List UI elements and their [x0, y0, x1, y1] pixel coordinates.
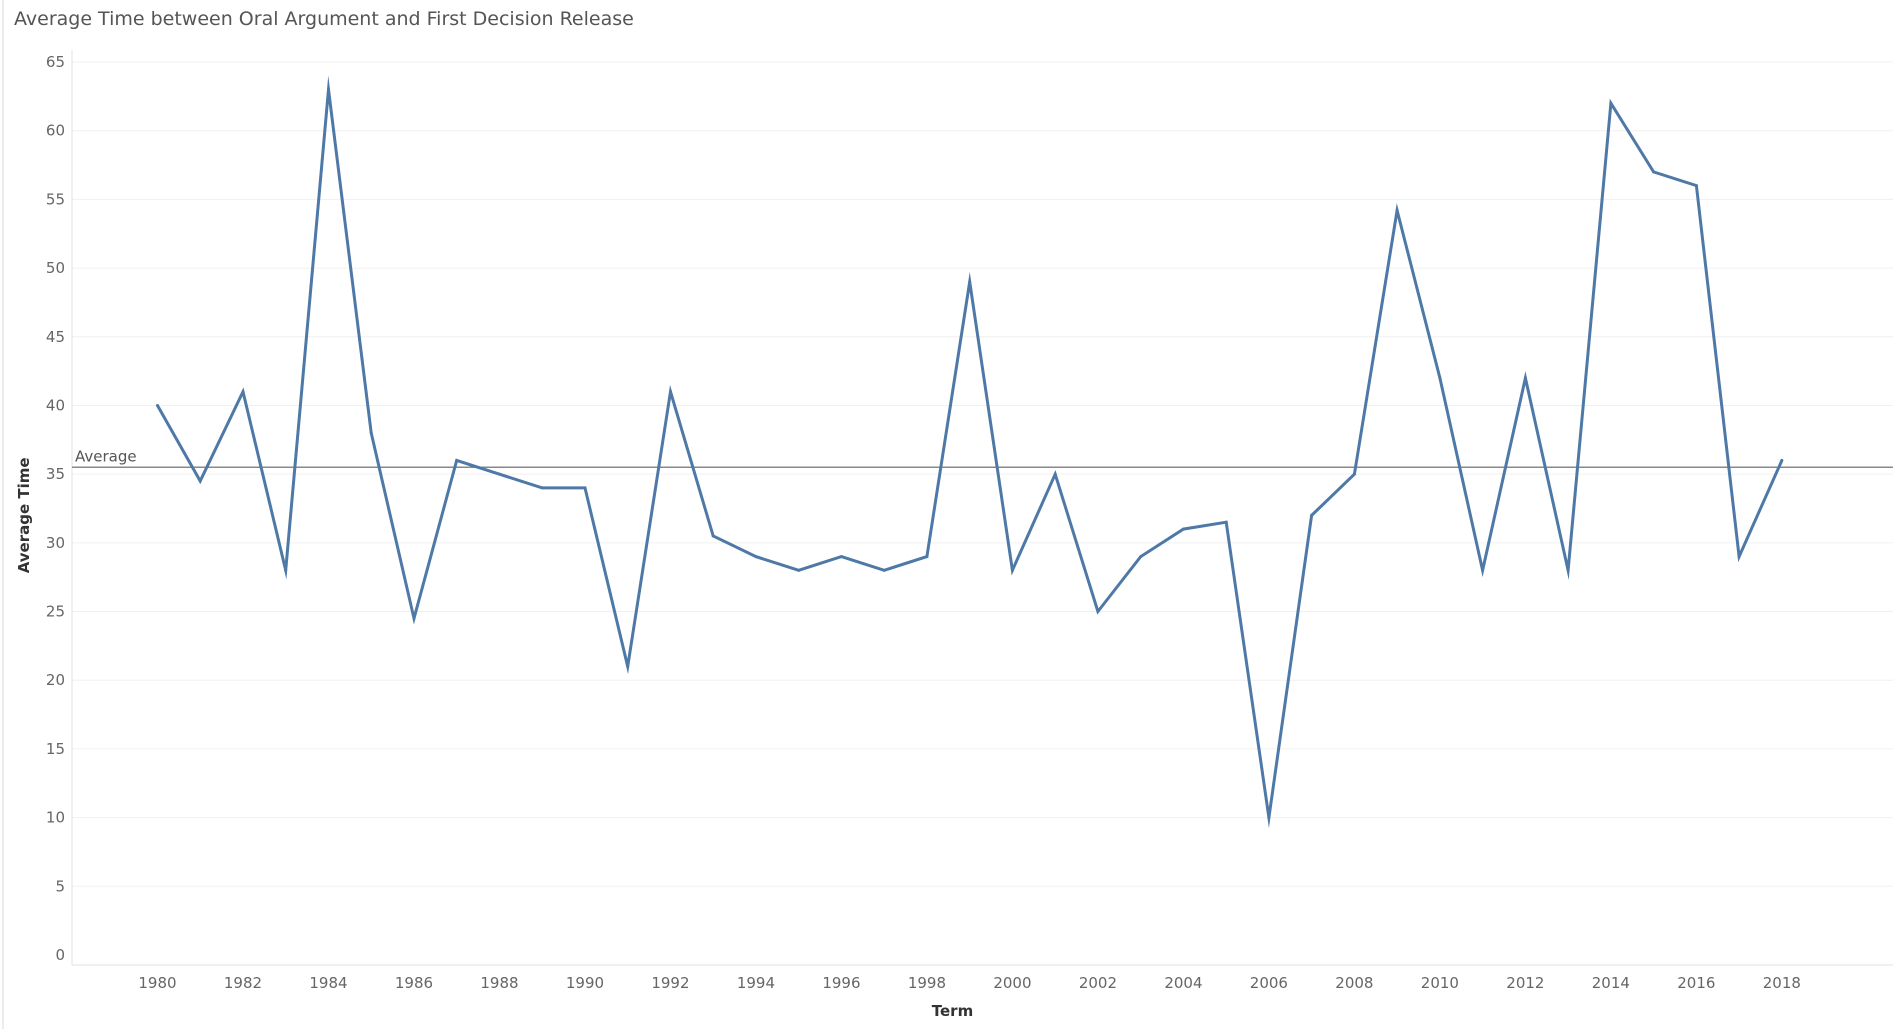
- data-point-1984: [326, 87, 330, 91]
- data-point-1998: [925, 555, 929, 559]
- reference-line-group: Average: [72, 447, 1893, 469]
- data-point-1986: [412, 616, 416, 620]
- data-point-1994: [754, 555, 758, 559]
- average-reference-label: Average: [75, 447, 137, 465]
- data-point-2001: [1053, 472, 1057, 476]
- data-point-1992: [668, 390, 672, 394]
- x-tick-label-2016: 2016: [1677, 974, 1715, 992]
- x-tick-label-2006: 2006: [1250, 974, 1288, 992]
- data-point-2011: [1481, 568, 1485, 572]
- data-point-1980: [155, 403, 159, 407]
- series-layer: [155, 75, 1784, 829]
- data-point-1997: [882, 568, 886, 572]
- x-tick-label-1986: 1986: [395, 974, 433, 992]
- chart-title: Average Time between Oral Argument and F…: [14, 8, 634, 30]
- x-tick-label-1980: 1980: [138, 974, 176, 992]
- x-tick-label-1988: 1988: [480, 974, 518, 992]
- x-tick-label-1990: 1990: [566, 974, 604, 992]
- data-point-2006: [1267, 816, 1271, 820]
- x-tick-label-1982: 1982: [224, 974, 262, 992]
- data-point-2003: [1139, 555, 1143, 559]
- data-point-1982: [241, 390, 245, 394]
- y-tick-label-40: 40: [46, 396, 65, 414]
- y-tick-label-20: 20: [46, 671, 65, 689]
- y-axis-title: Average Time: [15, 457, 33, 573]
- data-point-2008: [1352, 472, 1356, 476]
- data-point-2005: [1224, 520, 1228, 524]
- y-tick-label-60: 60: [46, 122, 65, 140]
- x-tick-label-1996: 1996: [822, 974, 860, 992]
- x-tick-label-2014: 2014: [1592, 974, 1630, 992]
- data-point-2002: [1096, 610, 1100, 614]
- data-point-1988: [497, 472, 501, 476]
- data-point-2016: [1694, 184, 1698, 188]
- y-tick-label-50: 50: [46, 259, 65, 277]
- data-point-1991: [626, 664, 630, 668]
- x-tick-label-1992: 1992: [651, 974, 689, 992]
- data-point-1987: [455, 458, 459, 462]
- y-tick-label-5: 5: [55, 877, 65, 895]
- data-point-2012: [1523, 376, 1527, 380]
- data-point-2010: [1438, 376, 1442, 380]
- data-point-1996: [839, 555, 843, 559]
- y-tick-label-15: 15: [46, 740, 65, 758]
- axes: [71, 50, 1893, 966]
- y-tick-label-35: 35: [46, 465, 65, 483]
- data-point-1999: [968, 280, 972, 284]
- data-point-1981: [198, 479, 202, 483]
- data-point-2007: [1310, 513, 1314, 517]
- data-point-1985: [369, 431, 373, 435]
- series-line-0: [156, 75, 1784, 829]
- y-tick-labels: 0 5 10 15 20 25 30 35 40 45 50 55 60 65: [46, 53, 65, 964]
- y-tick-label-55: 55: [46, 190, 65, 208]
- data-point-1989: [540, 486, 544, 490]
- data-point-2014: [1609, 101, 1613, 105]
- grid-lines: [72, 61, 1893, 887]
- y-tick-label-10: 10: [46, 809, 65, 827]
- x-tick-label-2010: 2010: [1421, 974, 1459, 992]
- data-point-2018: [1780, 458, 1784, 462]
- data-point-1983: [284, 568, 288, 572]
- x-tick-label-2008: 2008: [1335, 974, 1373, 992]
- x-tick-label-1984: 1984: [309, 974, 347, 992]
- data-point-2013: [1566, 568, 1570, 572]
- data-point-2004: [1181, 527, 1185, 531]
- data-point-1993: [711, 534, 715, 538]
- x-tick-label-2012: 2012: [1506, 974, 1544, 992]
- data-point-1990: [583, 486, 587, 490]
- x-tick-labels: 1980 1982 1984 1986 1988 1990 1992 1994 1996 1998…: [138, 974, 1801, 992]
- y-tick-label-30: 30: [46, 534, 65, 552]
- data-point-2017: [1737, 555, 1741, 559]
- y-tick-label-0: 0: [55, 946, 65, 964]
- data-point-1995: [797, 568, 801, 572]
- x-tick-label-2000: 2000: [993, 974, 1031, 992]
- data-point-2000: [1010, 568, 1014, 572]
- x-tick-label-2002: 2002: [1079, 974, 1117, 992]
- y-tick-label-25: 25: [46, 603, 65, 621]
- data-point-2009: [1395, 208, 1399, 212]
- x-tick-label-1998: 1998: [908, 974, 946, 992]
- x-tick-label-1994: 1994: [737, 974, 775, 992]
- data-point-2015: [1652, 170, 1656, 174]
- x-axis-title: Term: [932, 1002, 973, 1020]
- y-tick-label-45: 45: [46, 328, 65, 346]
- y-tick-label-65: 65: [46, 53, 65, 71]
- x-tick-label-2018: 2018: [1763, 974, 1801, 992]
- x-tick-label-2004: 2004: [1164, 974, 1202, 992]
